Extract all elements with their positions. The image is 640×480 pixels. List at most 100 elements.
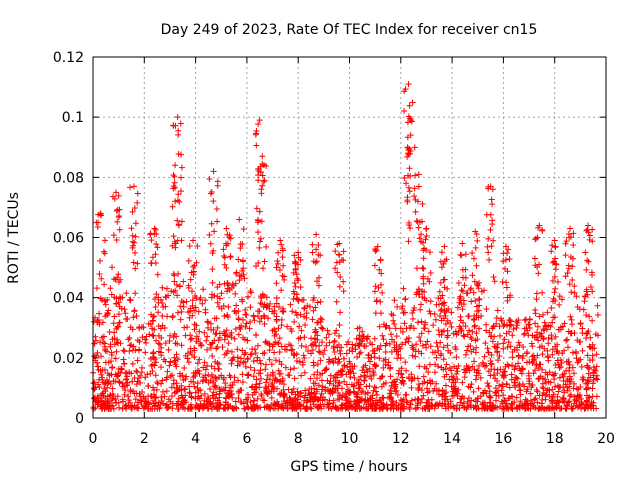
data-point (306, 303, 313, 310)
data-point (187, 405, 194, 412)
data-point (380, 394, 387, 401)
data-point (136, 338, 143, 345)
data-point (569, 321, 576, 328)
data-point (237, 399, 244, 406)
data-point (193, 295, 200, 302)
data-point (196, 370, 203, 377)
data-point (101, 250, 108, 257)
data-point (151, 394, 158, 401)
data-point (411, 193, 418, 200)
data-point (528, 340, 535, 347)
data-point (210, 395, 217, 402)
data-point (238, 387, 245, 394)
data-point (383, 403, 390, 410)
data-point (418, 387, 425, 394)
data-point (243, 320, 250, 327)
data-point (301, 304, 308, 311)
data-point (109, 264, 116, 271)
data-point (421, 378, 428, 385)
data-point (508, 376, 515, 383)
data-point (248, 384, 255, 391)
data-point (457, 293, 464, 300)
data-point (237, 355, 244, 362)
data-point (508, 400, 515, 407)
data-point (94, 363, 101, 370)
data-point (543, 391, 550, 398)
data-point (224, 240, 231, 247)
data-point (240, 359, 247, 366)
data-point (491, 278, 498, 285)
data-point (153, 386, 160, 393)
data-point (453, 370, 460, 377)
data-point (111, 195, 118, 202)
data-point (244, 355, 251, 362)
data-point (380, 401, 387, 408)
data-point (231, 335, 238, 342)
data-point (548, 336, 555, 343)
data-point (377, 281, 384, 288)
data-point (263, 243, 270, 250)
data-point (292, 405, 299, 412)
data-point (441, 396, 448, 403)
data-point (278, 322, 285, 329)
data-point (315, 282, 322, 289)
data-point (474, 336, 481, 343)
data-point (372, 363, 379, 370)
data-point (293, 271, 300, 278)
data-point (168, 393, 175, 400)
data-point (458, 252, 465, 259)
data-point (212, 358, 219, 365)
data-point (571, 283, 578, 290)
plot-frame (92, 56, 607, 419)
data-point (401, 88, 408, 95)
data-point (401, 320, 408, 327)
data-point (334, 405, 341, 412)
data-point (453, 405, 460, 412)
data-point (485, 349, 492, 356)
data-point (356, 350, 363, 357)
data-point (127, 297, 134, 304)
data-point (150, 400, 157, 407)
data-point (154, 244, 161, 251)
data-point (539, 392, 546, 399)
data-point (334, 374, 341, 381)
data-point (407, 401, 414, 408)
data-point (463, 405, 470, 412)
data-point (259, 153, 266, 160)
data-point (98, 392, 105, 399)
data-point (205, 319, 212, 326)
data-point (242, 349, 249, 356)
data-point (501, 405, 508, 412)
data-point (586, 232, 593, 239)
data-point (170, 183, 177, 190)
data-point (420, 392, 427, 399)
data-point (104, 384, 111, 391)
data-point (582, 380, 589, 387)
data-point (413, 265, 420, 272)
data-point (122, 387, 129, 394)
data-point (364, 336, 371, 343)
data-point (459, 240, 466, 247)
data-point (203, 337, 210, 344)
data-point (199, 300, 206, 307)
data-point (225, 404, 232, 411)
data-point (200, 286, 207, 293)
data-point (196, 328, 203, 335)
data-point (125, 336, 132, 343)
data-point (279, 377, 286, 384)
data-point (405, 334, 412, 341)
data-point (274, 257, 281, 264)
data-point (344, 388, 351, 395)
data-point (102, 347, 109, 354)
data-point (506, 323, 513, 330)
data-point (295, 254, 302, 261)
y-tick-label: 0.12 (53, 50, 84, 66)
data-point (266, 341, 273, 348)
data-point (193, 259, 200, 266)
data-point (587, 334, 594, 341)
data-point (310, 307, 317, 314)
data-point (373, 402, 380, 409)
data-point (128, 341, 135, 348)
data-point (560, 347, 567, 354)
data-point (415, 224, 422, 231)
